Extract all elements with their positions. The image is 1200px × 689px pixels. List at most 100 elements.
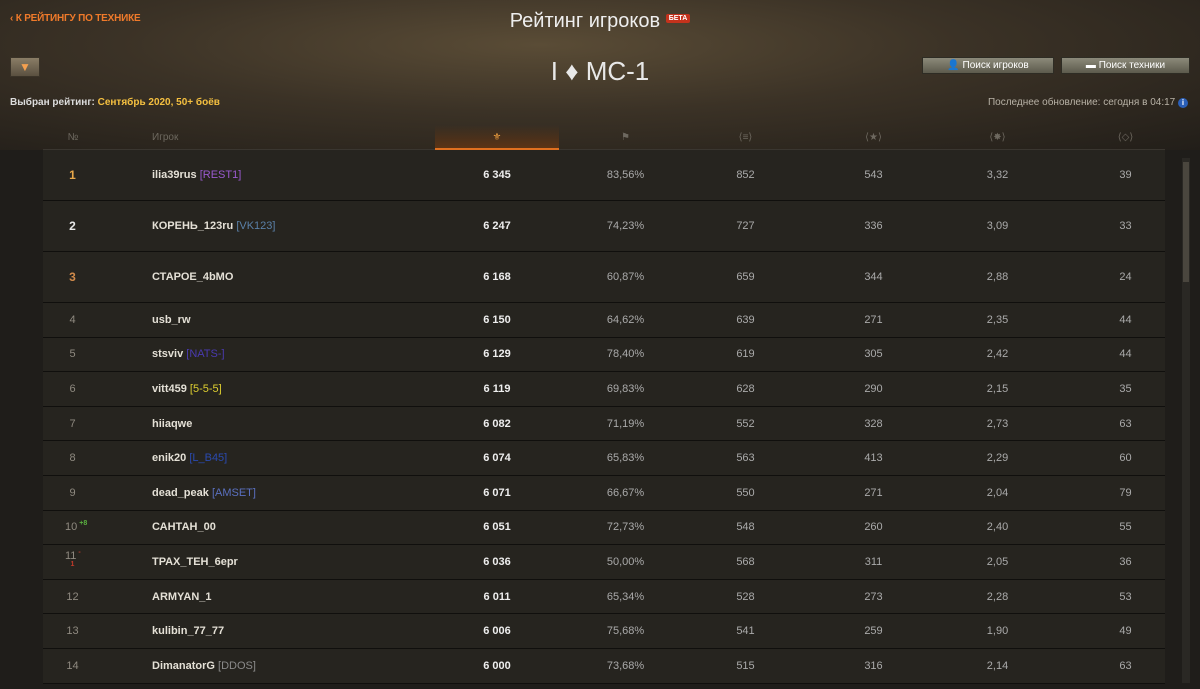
col-experience[interactable]: ⟨★⟩ (831, 125, 916, 150)
rank: 13 (65, 625, 80, 637)
selected-rating: Выбран рейтинг: Сентябрь 2020, 50+ боёв (10, 97, 220, 108)
player-name[interactable]: stsviv [NATS-] (152, 348, 225, 360)
rank-number: 10 (65, 521, 78, 534)
info-icon[interactable]: i (1178, 98, 1188, 108)
damage-value: 852 (736, 169, 755, 181)
table-row[interactable]: 6 vitt459 [5-5-5] 6 119 69,83% 628 290 2,15 35 (43, 372, 1165, 407)
spotted-value: 33 (1119, 220, 1132, 232)
player-nick[interactable]: hiiaqwe (152, 417, 193, 430)
table-row[interactable]: 12 ARMYAN_1 6 011 65,34% 528 273 2,28 53 (43, 579, 1165, 615)
rank: 5 (65, 348, 80, 360)
kills-value: 2,73 (986, 417, 1009, 430)
rank-change: +8 (79, 520, 88, 528)
player-name[interactable]: DimanatorG [DDOS] (152, 660, 256, 672)
player-name[interactable]: dead_peak [AMSET] (152, 487, 256, 499)
search-players-button[interactable]: 👤 Поиск игроков (922, 57, 1054, 74)
col-player[interactable]: Игрок (152, 132, 179, 143)
rank-number: 12 (66, 590, 79, 603)
rank-number: 8 (69, 452, 76, 465)
title-text: Рейтинг игроков (509, 10, 661, 32)
filter-button[interactable]: ▼ (10, 57, 40, 77)
damage-value: 568 (736, 555, 755, 568)
player-name[interactable]: КОРЕНЬ_123ru [VK123] (152, 220, 275, 232)
clan-tag[interactable]: [DDOS] (218, 659, 256, 672)
back-to-vehicle-rating-link[interactable]: ‹ К РЕЙТИНГУ ПО ТЕХНИКЕ (10, 13, 141, 24)
clan-tag[interactable]: [NATS-] (186, 348, 225, 361)
player-name[interactable]: usb_rw (152, 314, 191, 326)
clan-tag[interactable]: [VK123] (236, 220, 276, 232)
kills-value: 3,32 (986, 169, 1009, 181)
table-row[interactable]: 7 hiiaqwe 6 082 71,19% 552 328 2,73 63 (43, 406, 1165, 442)
rating-value: 6 119 (483, 382, 511, 395)
player-nick[interactable]: ilia39rus (152, 169, 197, 181)
scrollbar-thumb[interactable] (1183, 162, 1189, 282)
rating-value: 6 036 (483, 555, 511, 568)
col-rank[interactable]: № (67, 132, 79, 143)
star-icon: ⟨★⟩ (865, 132, 882, 143)
table-row[interactable]: 2 КОРЕНЬ_123ru [VK123] 6 247 74,23% 727 336 3,… (43, 201, 1165, 252)
player-nick[interactable]: DimanatorG (152, 659, 215, 672)
table-row[interactable]: 5 stsviv [NATS-] 6 129 78,40% 619 305 2,42 44 (43, 337, 1165, 373)
clan-tag[interactable]: [5-5-5] (189, 382, 222, 395)
clan-tag[interactable]: [AMSET] (211, 486, 256, 499)
player-nick[interactable]: ARMYAN_1 (152, 590, 212, 603)
rank-number: 13 (66, 625, 79, 638)
selected-value[interactable]: Сентябрь 2020, 50+ боёв (97, 97, 220, 108)
table-row[interactable]: 14 DimanatorG [DDOS] 6 000 73,68% 515 316 2,14… (43, 648, 1165, 684)
table-row[interactable]: 1 ilia39rus [REST1] 6 345 83,56% 852 543 3,32 3… (43, 150, 1165, 201)
experience-value: 413 (864, 452, 883, 465)
col-spotted[interactable]: ⟨◇⟩ (1083, 125, 1168, 150)
damage-value: 550 (736, 486, 755, 499)
player-nick[interactable]: КОРЕНЬ_123ru (152, 220, 234, 232)
player-name[interactable]: ilia39rus [REST1] (152, 169, 241, 181)
table-row[interactable]: 10 +8 САНТАН_00 6 051 72,73% 548 260 2,40 55 (43, 510, 1165, 546)
player-name[interactable]: СТАРОЕ_4bMO (152, 271, 233, 283)
clan-tag[interactable]: [REST1] (199, 169, 242, 181)
spotted-value: 63 (1119, 417, 1132, 430)
spotted-value: 53 (1119, 590, 1132, 603)
rating-value: 6 011 (483, 590, 511, 603)
player-name[interactable]: kulibin_77_77 (152, 625, 224, 637)
table-row[interactable]: 13 kulibin_77_77 6 006 75,68% 541 259 1,90 49 (43, 614, 1165, 649)
kills-value: 2,05 (986, 555, 1009, 568)
clan-tag[interactable]: [L_B45] (189, 452, 228, 465)
player-nick[interactable]: usb_rw (152, 313, 191, 326)
scrollbar[interactable] (1182, 158, 1190, 683)
player-nick[interactable]: vitt459 (152, 382, 187, 395)
player-nick[interactable]: САНТАН_00 (152, 521, 216, 534)
spotted-value: 39 (1119, 169, 1132, 181)
tank-icon: ▬ (1085, 60, 1096, 71)
player-name[interactable]: ARMYAN_1 (152, 591, 212, 603)
player-name[interactable]: hiiaqwe (152, 418, 192, 430)
player-name[interactable]: enik20 [L_B45] (152, 452, 227, 464)
table-row[interactable]: 3 СТАРОЕ_4bMO 6 168 60,87% 659 344 2,88 24 (43, 252, 1165, 303)
winrate-value: 50,00% (606, 555, 645, 568)
rank: 8 (65, 452, 80, 464)
col-kills[interactable]: ⟨✸⟩ (955, 125, 1040, 150)
player-name[interactable]: ТРАХ_ТЕН_6epr (152, 556, 238, 568)
player-name[interactable]: САНТАН_00 (152, 521, 216, 533)
search-vehicles-button[interactable]: ▬ Поиск техники (1061, 57, 1190, 74)
kills-value: 2,29 (986, 452, 1009, 465)
table-row[interactable]: 4 usb_rw 6 150 64,62% 639 271 2,35 44 (43, 303, 1165, 338)
player-name[interactable]: vitt459 [5-5-5] (152, 383, 222, 395)
winrate-value: 71,19% (606, 417, 645, 430)
col-damage[interactable]: ⟨≡⟩ (703, 125, 788, 150)
damage-value: 541 (736, 625, 755, 638)
player-nick[interactable]: ТРАХ_ТЕН_6epr (152, 555, 238, 568)
col-rating[interactable]: ⚜ (435, 125, 559, 150)
player-nick[interactable]: stsviv (152, 348, 184, 361)
rank-medal-icon: 3 (69, 270, 76, 284)
table-row[interactable]: 9 dead_peak [AMSET] 6 071 66,67% 550 271 2,04 7… (43, 475, 1165, 511)
winrate-value: 78,40% (606, 348, 645, 361)
rank: 10 +8 (65, 520, 87, 534)
table-row[interactable]: 11 -1 ТРАХ_ТЕН_6epr 6 036 50,00% 568 311 2,05 3… (43, 545, 1165, 580)
player-nick[interactable]: enik20 (152, 452, 187, 465)
table-row[interactable]: 8 enik20 [L_B45] 6 074 65,83% 563 413 2,29 60 (43, 441, 1165, 476)
player-nick[interactable]: kulibin_77_77 (152, 625, 225, 638)
player-nick[interactable]: СТАРОЕ_4bMO (152, 271, 234, 283)
beta-badge: БЕТА (665, 14, 691, 23)
col-winrate[interactable]: ⚑ (583, 125, 668, 150)
rank: 14 (65, 660, 80, 672)
player-nick[interactable]: dead_peak (152, 486, 209, 499)
